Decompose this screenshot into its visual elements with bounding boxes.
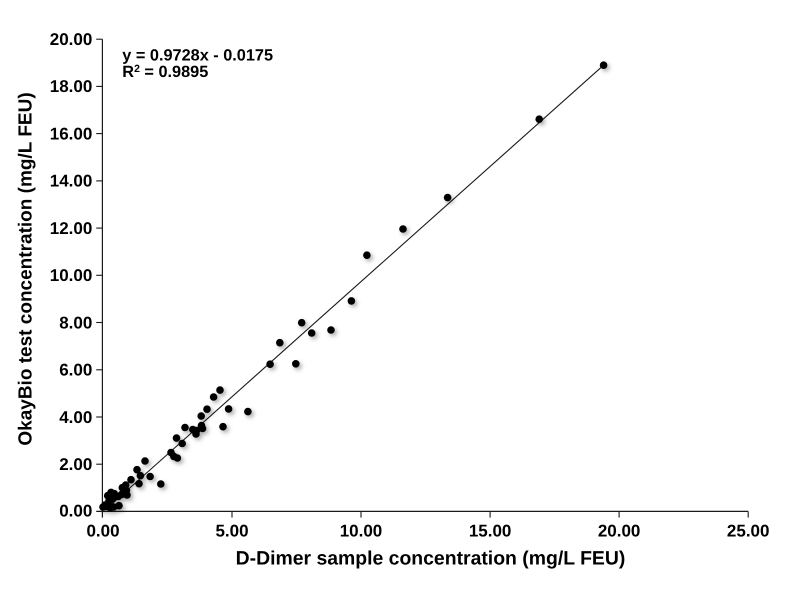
- svg-text:0.00: 0.00: [86, 522, 119, 541]
- svg-text:12.00: 12.00: [50, 219, 93, 238]
- svg-text:18.00: 18.00: [50, 77, 93, 96]
- svg-text:25.00: 25.00: [727, 522, 770, 541]
- svg-text:y = 0.9728x - 0.0175: y = 0.9728x - 0.0175: [122, 47, 273, 65]
- svg-text:6.00: 6.00: [59, 361, 92, 380]
- svg-text:0.00: 0.00: [59, 502, 92, 521]
- svg-text:20.00: 20.00: [50, 30, 93, 49]
- svg-text:10.00: 10.00: [340, 522, 383, 541]
- svg-text:2.00: 2.00: [59, 455, 92, 474]
- svg-text:R2 = 0.9895: R2 = 0.9895: [122, 63, 208, 81]
- svg-text:D-Dimer sample concentration (: D-Dimer sample concentration (mg/L FEU): [236, 548, 626, 570]
- svg-text:8.00: 8.00: [59, 313, 92, 332]
- svg-text:4.00: 4.00: [59, 408, 92, 427]
- svg-text:5.00: 5.00: [215, 522, 248, 541]
- svg-text:10.00: 10.00: [50, 266, 93, 285]
- svg-text:OkayBio test concentration (mg: OkayBio test concentration (mg/L FEU): [16, 92, 37, 445]
- svg-text:14.00: 14.00: [50, 172, 93, 191]
- svg-text:16.00: 16.00: [50, 124, 93, 143]
- svg-text:15.00: 15.00: [469, 522, 512, 541]
- svg-text:20.00: 20.00: [598, 522, 641, 541]
